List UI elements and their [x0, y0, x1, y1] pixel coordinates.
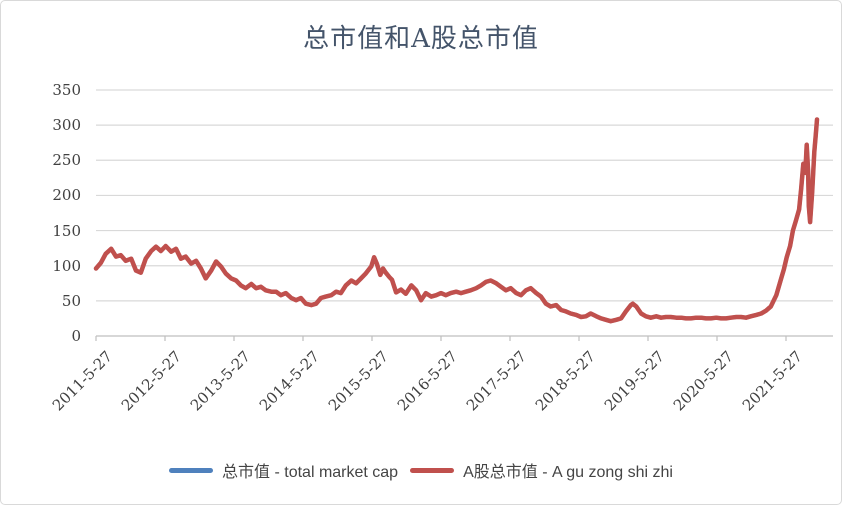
y-tick-label: 150 — [52, 221, 81, 240]
y-tick-label: 100 — [52, 256, 81, 275]
y-tick-label: 300 — [52, 116, 81, 135]
legend-swatch-red-line — [410, 467, 455, 473]
chart-title: 总市值和A股总市值 — [303, 24, 539, 54]
y-tick-label: 200 — [52, 186, 81, 205]
legend-swatch-blue-line — [169, 467, 214, 473]
legend-label-a-share-market-cap: A股总市值 - A gu zong shi zhi — [463, 464, 673, 481]
y-tick-label: 250 — [52, 151, 81, 170]
legend-item-total-market-cap: 总市值 - total market cap — [169, 458, 398, 482]
legend-item-a-share-market-cap: A股总市值 - A gu zong shi zhi — [410, 458, 673, 482]
y-tick-label: 50 — [61, 291, 81, 310]
legend: 总市值 - total market cap A股总市值 - A gu zong… — [1, 458, 841, 482]
y-tick-label: 350 — [52, 81, 81, 99]
y-tick-label: 0 — [71, 327, 81, 345]
series-line-a-share-market-cap — [93, 117, 820, 324]
legend-label-total-market-cap: 总市值 - total market cap — [222, 464, 399, 481]
